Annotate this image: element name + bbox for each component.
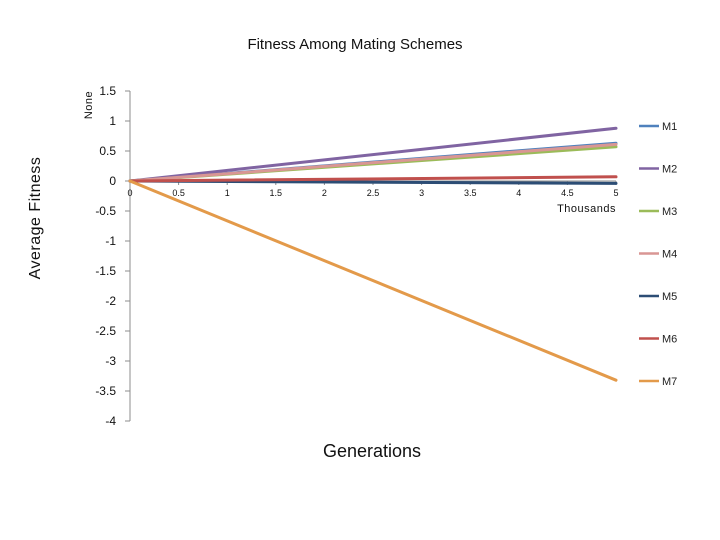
y-tick-label: -1.5 [95,264,116,278]
series-line-m6 [128,175,618,183]
x-axis-label: Generations [323,441,421,461]
legend-label-m3: M3 [662,206,677,218]
y-tick-label: -2.5 [95,324,116,338]
legend-label-m7: M7 [662,376,677,388]
x-tick-label: 2 [322,188,327,198]
series-line-m7 [128,179,618,382]
y-tick-label: -0.5 [95,204,116,218]
x-tick-label: 1.5 [270,188,283,198]
y-axis-label: Average Fitness [27,157,44,280]
x-tick-label: 0.5 [172,188,185,198]
x-tick-label: 3 [419,188,424,198]
x-tick-label: 2.5 [367,188,380,198]
y-tick-label: -3.5 [95,384,116,398]
x-tick-label: 4 [516,188,521,198]
y-tick-labels: 1.5 1 0.5 0 -0.5 -1 -1.5 -2 -2.5 -3 -3.5 -4 [95,84,116,428]
x-tick-labels: 0 0.5 1 1.5 2 2.5 3 3.5 4 4.5 5 [127,188,618,198]
legend-label-m4: M4 [662,249,677,261]
legend-label-m5: M5 [662,291,677,303]
legend-label-m2: M2 [662,164,677,176]
y-tick-label: -3 [105,354,116,368]
y-tick-label: 0 [109,174,116,188]
x-tick-label: 0 [127,188,132,198]
x-tick-label: 4.5 [561,188,574,198]
y-units-label: None [83,91,95,119]
legend: M1 M2 M3 M4 M5 M6 M7 [639,121,677,388]
y-tick-label: 1.5 [99,84,116,98]
y-tick-label: -1 [105,234,116,248]
y-tick-label: -4 [105,414,116,428]
chart-title: Fitness Among Mating Schemes [247,36,462,53]
series-line-m4 [128,142,618,183]
series-lines [128,126,618,382]
series-line-m2 [128,126,618,183]
legend-label-m6: M6 [662,334,677,346]
y-tick-label: 1 [109,114,116,128]
x-multiplier-label: Thousands [557,203,616,215]
legend-label-m1: M1 [662,121,677,133]
y-tick-label: -2 [105,294,116,308]
axes [125,90,617,422]
y-tick-label: 0.5 [99,144,116,158]
x-tick-label: 3.5 [464,188,477,198]
x-tick-label: 5 [613,188,618,198]
x-tick-label: 1 [225,188,230,198]
